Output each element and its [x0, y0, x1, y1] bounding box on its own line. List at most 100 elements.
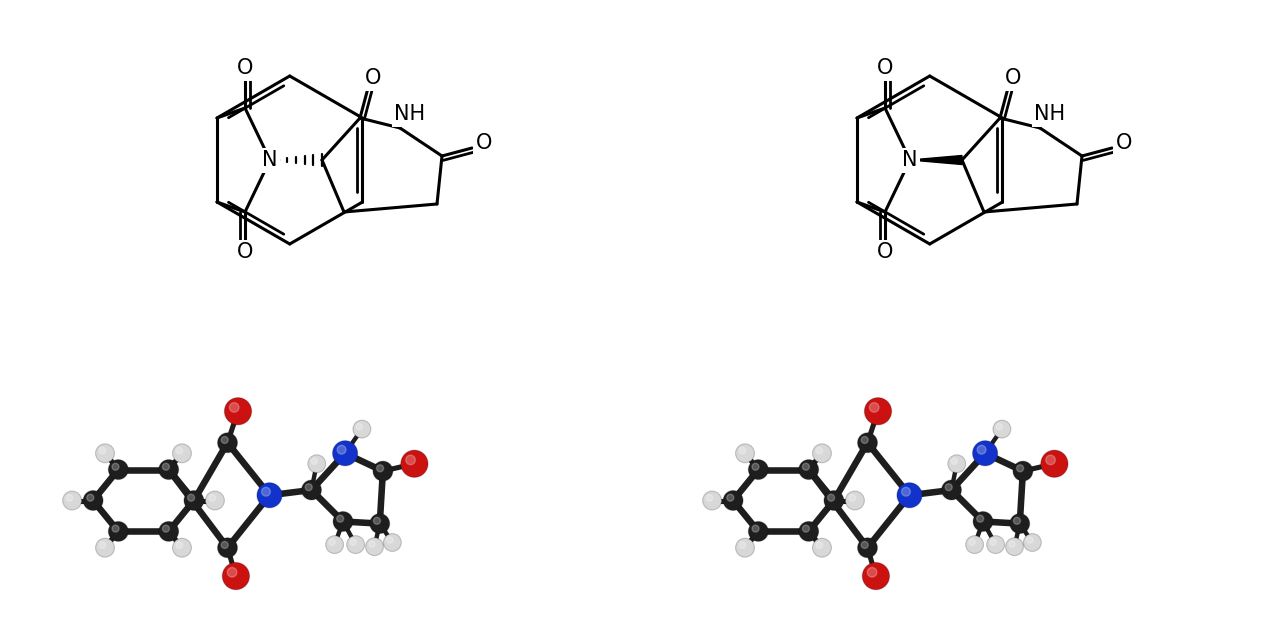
Circle shape	[256, 482, 282, 508]
Circle shape	[218, 433, 237, 453]
Circle shape	[862, 562, 890, 590]
Circle shape	[108, 522, 129, 542]
Circle shape	[222, 542, 228, 549]
Circle shape	[108, 460, 129, 480]
Circle shape	[1046, 455, 1055, 465]
Circle shape	[386, 537, 393, 543]
Circle shape	[158, 460, 179, 480]
Circle shape	[173, 538, 192, 557]
Circle shape	[752, 463, 759, 470]
Circle shape	[218, 538, 237, 558]
Circle shape	[969, 539, 975, 545]
Circle shape	[706, 495, 712, 501]
Circle shape	[357, 424, 362, 430]
Circle shape	[845, 491, 864, 510]
Circle shape	[162, 525, 170, 532]
Circle shape	[95, 444, 115, 463]
Text: O: O	[237, 242, 254, 262]
Circle shape	[869, 402, 878, 412]
Circle shape	[1027, 537, 1033, 543]
Circle shape	[813, 444, 832, 463]
Circle shape	[366, 538, 384, 556]
Circle shape	[972, 440, 998, 466]
Text: O: O	[237, 58, 254, 78]
Circle shape	[222, 437, 228, 444]
Circle shape	[1041, 450, 1068, 477]
Circle shape	[176, 448, 183, 454]
Circle shape	[735, 538, 755, 557]
Circle shape	[162, 463, 170, 470]
Circle shape	[990, 539, 996, 545]
Circle shape	[849, 495, 855, 501]
Circle shape	[301, 480, 322, 500]
Polygon shape	[911, 155, 962, 164]
Text: O: O	[1115, 133, 1132, 153]
Circle shape	[63, 491, 81, 510]
Circle shape	[312, 458, 317, 464]
Text: O: O	[877, 242, 893, 262]
Text: O: O	[877, 58, 893, 78]
Circle shape	[948, 455, 966, 473]
Circle shape	[99, 542, 106, 548]
Circle shape	[209, 495, 215, 501]
Circle shape	[739, 448, 746, 454]
Circle shape	[86, 494, 94, 501]
Circle shape	[158, 522, 179, 542]
Circle shape	[308, 455, 326, 473]
Circle shape	[376, 465, 384, 472]
Text: N: N	[263, 150, 278, 170]
Circle shape	[748, 522, 768, 542]
Circle shape	[334, 511, 353, 531]
Circle shape	[723, 491, 743, 511]
Circle shape	[173, 444, 192, 463]
Circle shape	[799, 522, 819, 542]
Circle shape	[1014, 517, 1020, 524]
Circle shape	[95, 538, 115, 557]
Circle shape	[370, 514, 390, 534]
Circle shape	[858, 433, 877, 453]
Circle shape	[112, 463, 118, 470]
Circle shape	[206, 491, 224, 510]
Circle shape	[813, 538, 832, 557]
Circle shape	[353, 420, 371, 438]
Text: NH: NH	[1034, 104, 1065, 124]
Circle shape	[862, 542, 868, 549]
Circle shape	[229, 402, 240, 412]
Circle shape	[337, 445, 346, 454]
Circle shape	[951, 458, 957, 464]
Circle shape	[261, 488, 270, 496]
Text: N: N	[903, 150, 918, 170]
Circle shape	[703, 491, 721, 510]
Circle shape	[942, 480, 961, 500]
Circle shape	[184, 491, 204, 511]
Circle shape	[864, 397, 891, 425]
Circle shape	[896, 482, 922, 508]
Circle shape	[739, 542, 746, 548]
Circle shape	[224, 397, 251, 425]
Circle shape	[987, 536, 1005, 554]
Circle shape	[1010, 514, 1029, 534]
Circle shape	[817, 542, 823, 548]
Circle shape	[902, 488, 911, 496]
Text: O: O	[365, 68, 381, 88]
Circle shape	[84, 491, 103, 511]
Circle shape	[748, 460, 768, 480]
Circle shape	[802, 525, 809, 532]
Circle shape	[223, 562, 250, 590]
Circle shape	[350, 539, 357, 545]
Circle shape	[726, 494, 734, 501]
Circle shape	[993, 420, 1011, 438]
Circle shape	[976, 515, 984, 522]
Circle shape	[1006, 538, 1024, 556]
Circle shape	[997, 424, 1002, 430]
Circle shape	[972, 511, 993, 531]
Circle shape	[176, 542, 183, 548]
Circle shape	[374, 461, 393, 481]
Circle shape	[735, 444, 755, 463]
Circle shape	[305, 484, 312, 491]
Circle shape	[1016, 465, 1024, 472]
Circle shape	[374, 517, 380, 524]
Circle shape	[862, 437, 868, 444]
Circle shape	[1009, 541, 1015, 547]
Circle shape	[802, 463, 809, 470]
